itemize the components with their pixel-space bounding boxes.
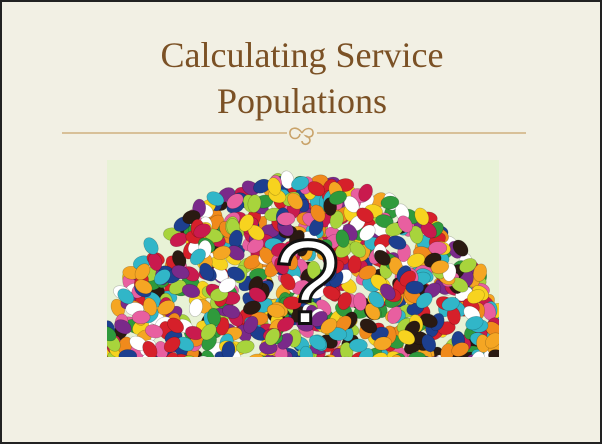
jelly-bean <box>132 311 150 324</box>
jelly-bean <box>487 359 509 381</box>
jelly-bean <box>177 360 197 377</box>
jelly-bean <box>200 363 218 384</box>
jelly-bean <box>388 360 401 378</box>
jelly-bean <box>396 361 418 380</box>
jelly-bean <box>332 362 348 382</box>
jelly-bean <box>208 359 230 379</box>
question-mark: ? <box>274 216 341 350</box>
jelly-bean <box>334 354 356 373</box>
jelly-bean <box>288 354 310 375</box>
jelly-bean <box>93 355 114 374</box>
jelly-bean <box>410 357 429 378</box>
jelly-bean <box>440 361 461 383</box>
jelly-bean <box>305 363 327 382</box>
jelly-bean <box>433 360 453 382</box>
jelly-bean <box>292 355 306 374</box>
jelly-bean <box>178 357 198 372</box>
jelly-bean <box>497 337 515 351</box>
jelly-bean <box>280 364 301 382</box>
jelly-bean <box>144 361 158 380</box>
jelly-bean <box>349 339 367 352</box>
jelly-bean <box>385 365 404 380</box>
jelly-bean <box>455 360 473 381</box>
jelly-bean <box>292 358 314 379</box>
jelly-bean <box>134 354 149 373</box>
jelly-bean <box>258 363 280 384</box>
jelly-bean <box>255 355 275 377</box>
jelly-bean <box>200 359 222 380</box>
jelly-bean <box>100 360 114 378</box>
jelly-bean <box>185 356 206 374</box>
jelly-bean <box>429 241 447 254</box>
jelly-bean <box>398 358 420 380</box>
jelly-bean <box>156 359 175 373</box>
jelly-bean <box>324 362 345 379</box>
jelly-bean <box>286 362 307 384</box>
jelly-bean <box>449 359 468 381</box>
jelly-bean <box>148 355 167 377</box>
jelly-bean <box>336 360 357 377</box>
jelly-bean <box>491 357 504 375</box>
jelly-bean <box>441 364 456 383</box>
jelly-bean <box>216 356 232 376</box>
jelly-bean <box>161 358 183 379</box>
slide-title: Calculating Service Populations <box>82 32 522 124</box>
jelly-bean <box>485 362 505 378</box>
jelly-bean <box>409 363 430 385</box>
jelly-bean <box>170 355 192 377</box>
jelly-bean <box>334 362 356 382</box>
jelly-bean <box>304 359 326 379</box>
jelly-bean <box>161 363 181 379</box>
jelly-bean <box>130 356 149 377</box>
jelly-bean <box>304 362 323 376</box>
jelly-bean <box>413 357 435 377</box>
jelly-bean <box>409 361 431 381</box>
jelly-bean <box>380 358 398 379</box>
jelly-bean <box>133 358 154 375</box>
jelly-bean <box>375 357 396 379</box>
jelly-bean <box>353 357 370 377</box>
jelly-bean <box>383 357 398 376</box>
jelly-bean <box>498 361 517 383</box>
jelly-bean <box>414 359 435 381</box>
jelly-bean <box>232 357 246 376</box>
jelly-bean <box>418 358 436 372</box>
jelly-bean <box>389 354 404 373</box>
jelly-bean <box>433 362 448 382</box>
jelly-bean <box>313 365 333 381</box>
jelly-bean <box>293 357 313 373</box>
jelly-bean <box>266 359 283 380</box>
jelly-bean <box>391 356 412 373</box>
jelly-bean <box>426 355 446 371</box>
jelly-bean <box>122 357 143 379</box>
jelly-bean <box>450 361 472 383</box>
jelly-bean <box>135 356 156 378</box>
jelly-bean <box>235 359 257 379</box>
slide: ? Calculating Service Populations <box>0 0 602 444</box>
jelly-bean <box>245 356 264 371</box>
jelly-bean <box>118 359 139 376</box>
jelly-bean <box>350 362 371 380</box>
jelly-bean <box>474 362 494 378</box>
jelly-bean <box>341 357 355 376</box>
jelly-bean <box>208 358 230 377</box>
jelly-bean <box>287 362 304 383</box>
jelly-bean <box>315 354 337 376</box>
jelly-bean <box>476 357 498 378</box>
jelly-bean <box>119 349 137 362</box>
jelly-bean <box>416 355 433 376</box>
jelly-bean <box>406 281 424 294</box>
jelly-bean <box>261 354 281 376</box>
jelly-bean <box>274 362 296 384</box>
